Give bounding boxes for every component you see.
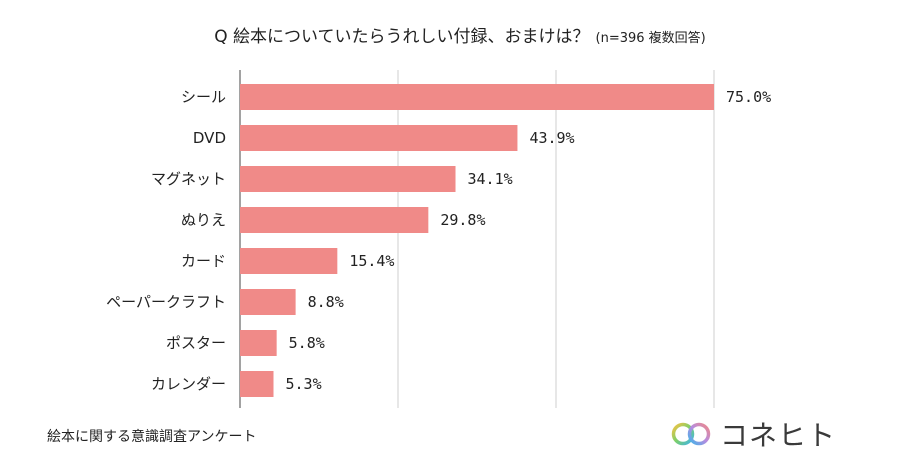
chart-title-note: (n=396 複数回答): [595, 31, 706, 46]
data-label: 5.8%: [289, 334, 325, 352]
category-label: ポスター: [166, 334, 226, 352]
brand-name: コネヒト: [720, 419, 837, 452]
bar: [240, 207, 429, 233]
category-label: カード: [181, 252, 226, 270]
rainbow-rings-logo: [671, 422, 711, 446]
data-label: 34.1%: [468, 170, 513, 188]
brand-logo: コネヒト: [670, 418, 836, 452]
chart-title-text: Q 絵本についていたらうれしい付録、おまけは？: [214, 27, 590, 47]
bar: [240, 371, 274, 397]
category-label: DVD: [193, 129, 226, 147]
chart-title: Q 絵本についていたらうれしい付録、おまけは？ (n=396 複数回答): [0, 22, 920, 47]
category-label: ぬりえ: [181, 211, 226, 229]
category-label: カレンダー: [151, 375, 226, 393]
bar: [240, 125, 518, 151]
data-label: 29.8%: [440, 211, 485, 229]
bar: [240, 84, 714, 110]
source-label: 絵本に関する意識調査アンケート: [47, 429, 257, 445]
bar: [240, 330, 277, 356]
data-label: 43.9%: [529, 129, 574, 147]
data-label: 8.8%: [308, 293, 344, 311]
bar: [240, 166, 456, 192]
category-label: シール: [181, 88, 226, 106]
bar: [240, 289, 296, 315]
category-label: マグネット: [151, 170, 226, 188]
bar: [240, 248, 338, 274]
data-label: 15.4%: [349, 252, 394, 270]
category-label: ペーパークラフト: [106, 293, 226, 311]
data-label: 5.3%: [285, 375, 321, 393]
data-label: 75.0%: [726, 88, 771, 106]
